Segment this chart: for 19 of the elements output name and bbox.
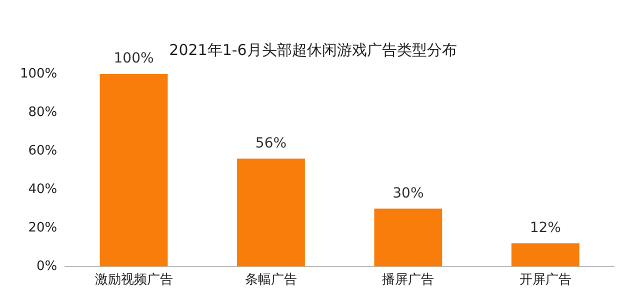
x-tick-label: 激励视频广告 [94, 272, 173, 288]
x-tick-label: 条幅广告 [244, 272, 297, 288]
chart-title: 2021年1-6月头部超休闲游戏广告类型分布 [169, 40, 457, 59]
data-label: 56% [255, 135, 287, 152]
y-tick-label: 80% [28, 104, 58, 120]
y-tick-label: 40% [28, 182, 58, 197]
bar [511, 243, 580, 266]
bar [237, 158, 305, 266]
data-label: 100% [114, 50, 154, 67]
bar [100, 74, 168, 266]
y-tick-label: 0% [36, 258, 58, 274]
bar [374, 208, 442, 266]
x-tick-label: 开屏广告 [519, 272, 572, 288]
y-tick-label: 100% [20, 66, 58, 82]
data-label: 30% [392, 185, 424, 202]
y-tick-label: 60% [28, 143, 58, 158]
y-tick-label: 20% [28, 220, 58, 236]
x-tick-label: 播屏广告 [382, 272, 434, 288]
data-label: 12% [530, 220, 561, 236]
